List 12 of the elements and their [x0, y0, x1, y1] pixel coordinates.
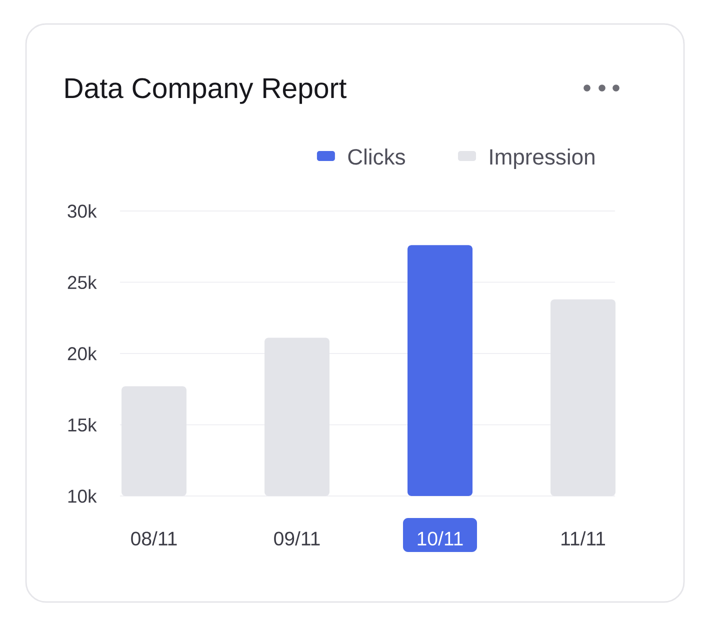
y-tick-label: 10k [68, 489, 97, 503]
y-tick-label: 15k [68, 418, 97, 432]
y-tick-label: 20k [68, 346, 97, 360]
x-tick-label: 11/11 [562, 531, 606, 546]
legend-label: Impression [490, 148, 594, 170]
legend-label: Clicks [348, 148, 406, 165]
y-tick-label: 30k [68, 204, 97, 218]
x-tick-label: 10/11 [418, 531, 463, 546]
chart-title: Data Company Report [66, 78, 346, 104]
x-tick-label: 08/11 [131, 531, 177, 546]
x-tick-label: 09/11 [274, 531, 320, 546]
y-tick-label: 25k [68, 275, 97, 290]
